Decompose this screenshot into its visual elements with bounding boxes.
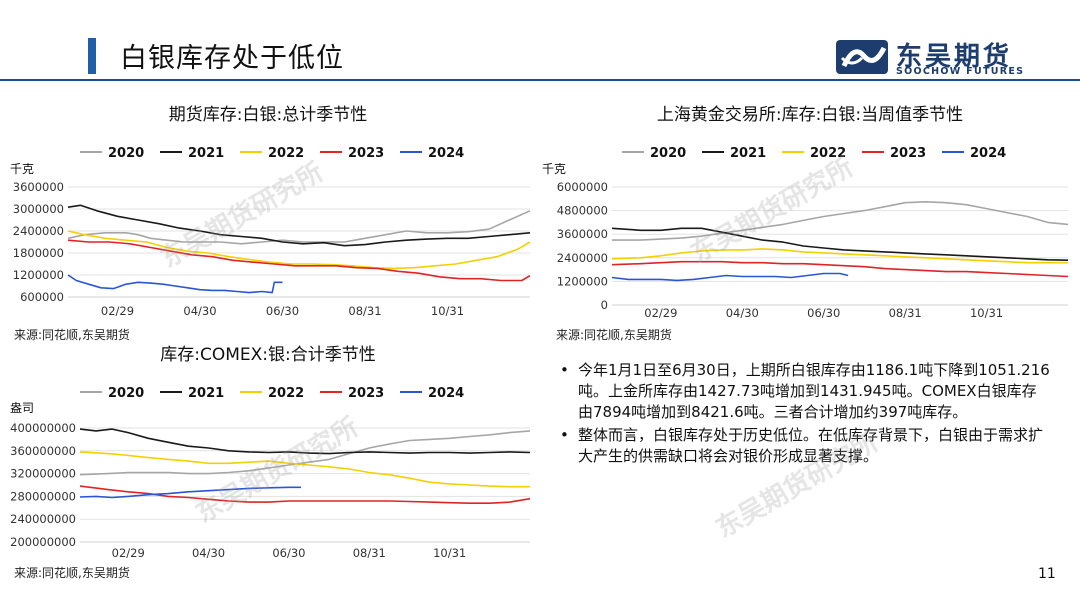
series-line-2021 xyxy=(67,204,531,247)
chart-comex: 库存:COMEX:银:合计季节性 2020 2021 2022 2023 2024 盎司 40… xyxy=(10,345,531,560)
legend-label: 2021 xyxy=(188,386,224,401)
chart-source: 来源:同花顺,东吴期货 xyxy=(556,328,672,342)
legend-label: 2020 xyxy=(650,146,686,161)
chart-source: 来源:同花顺,东吴期货 xyxy=(14,566,130,580)
x-tick-label: 10/31 xyxy=(970,306,1003,320)
y-tick-label: 1800000 xyxy=(13,246,64,260)
series-line-2023 xyxy=(67,239,531,282)
bullet-item: 今年1月1日至6月30日，上期所白银库存由1186.1吨下降到1051.216吨… xyxy=(560,360,1050,423)
legend-label: 2021 xyxy=(188,146,224,161)
y-axis-unit: 千克 xyxy=(10,162,34,176)
x-tick-label: 02/29 xyxy=(101,304,134,318)
company-logo xyxy=(836,40,888,74)
series-line-2022 xyxy=(67,230,531,270)
page-title: 白银库存处于低位 xyxy=(120,43,344,74)
title-accent-bar xyxy=(88,38,96,74)
legend-label: 2022 xyxy=(810,146,846,161)
y-tick-label: 2400000 xyxy=(13,224,64,238)
y-tick-label: 3600000 xyxy=(13,180,64,194)
summary-bullets: 今年1月1日至6月30日，上期所白银库存由1186.1吨下降到1051.216吨… xyxy=(560,360,1050,469)
x-tick-label: 10/31 xyxy=(431,304,464,318)
logo-text-cn: 东吴期货 xyxy=(896,42,1013,72)
legend-label: 2023 xyxy=(348,386,384,401)
legend-label: 2020 xyxy=(108,146,144,161)
series-line-2024 xyxy=(67,274,283,294)
chart-source: 来源:同花顺,东吴期货 xyxy=(14,328,130,342)
x-tick-label: 06/30 xyxy=(807,306,840,320)
series-line-2020 xyxy=(79,430,531,476)
legend-label: 2023 xyxy=(890,146,926,161)
series-line-2022 xyxy=(79,451,530,488)
series-line-2024 xyxy=(79,486,301,499)
series-line-2024 xyxy=(611,272,849,282)
y-tick-label: 240000000 xyxy=(10,512,76,526)
chart-futures-total: 期货库存:白银:总计季节性 2020 2021 2022 2023 2024 千克 36000… xyxy=(10,105,531,318)
chart-sge: 上海黄金交易所:库存:白银:当周值季节性 2020 2021 2022 2023 2024… xyxy=(542,105,1069,320)
chart-title: 上海黄金交易所:库存:白银:当周值季节性 xyxy=(657,105,963,125)
series-line-2020 xyxy=(612,201,1069,241)
y-tick-label: 280000000 xyxy=(10,489,76,503)
x-tick-label: 06/30 xyxy=(272,546,305,560)
chart-title: 期货库存:白银:总计季节性 xyxy=(169,105,367,125)
y-tick-label: 3600000 xyxy=(557,227,608,241)
x-tick-label: 02/29 xyxy=(644,306,677,320)
y-axis-unit: 千克 xyxy=(542,162,566,176)
x-tick-label: 04/30 xyxy=(192,546,225,560)
series-line-2022 xyxy=(611,248,1068,264)
x-tick-label: 04/30 xyxy=(726,306,759,320)
y-tick-label: 1200000 xyxy=(13,268,64,282)
legend-label: 2024 xyxy=(428,146,464,161)
y-axis-unit: 盎司 xyxy=(10,401,34,415)
y-tick-label: 6000000 xyxy=(557,180,608,194)
x-tick-label: 08/31 xyxy=(353,546,386,560)
y-tick-label: 0 xyxy=(601,298,608,312)
y-tick-label: 3000000 xyxy=(13,202,64,216)
series-line-2023 xyxy=(611,260,1069,278)
x-tick-label: 08/31 xyxy=(348,304,381,318)
legend-label: 2021 xyxy=(730,146,766,161)
legend-label: 2023 xyxy=(348,146,384,161)
x-tick-label: 10/31 xyxy=(433,546,466,560)
y-tick-label: 360000000 xyxy=(10,444,76,458)
legend-label: 2022 xyxy=(268,146,304,161)
header-rule xyxy=(0,79,1080,81)
x-tick-label: 02/29 xyxy=(112,546,145,560)
legend-label: 2022 xyxy=(268,386,304,401)
y-tick-label: 200000000 xyxy=(10,535,76,549)
chart-title: 库存:COMEX:银:合计季节性 xyxy=(160,345,376,365)
page-number: 11 xyxy=(1038,566,1056,582)
y-tick-label: 2400000 xyxy=(557,251,608,265)
x-tick-label: 04/30 xyxy=(183,304,216,318)
y-tick-label: 600000 xyxy=(20,290,64,304)
series-line-2023 xyxy=(79,485,531,504)
legend-label: 2024 xyxy=(428,386,464,401)
legend-label: 2024 xyxy=(970,146,1006,161)
x-tick-label: 08/31 xyxy=(889,306,922,320)
x-tick-label: 06/30 xyxy=(266,304,299,318)
series-line-2020 xyxy=(67,210,531,245)
logo-text-en: SOOCHOW FUTURES xyxy=(896,66,1025,77)
series-line-2021 xyxy=(611,227,1069,261)
series-line-2021 xyxy=(79,428,531,455)
y-tick-label: 320000000 xyxy=(10,467,76,481)
y-tick-label: 4800000 xyxy=(557,204,608,218)
y-tick-label: 400000000 xyxy=(10,421,76,435)
legend-label: 2020 xyxy=(108,386,144,401)
bullet-item: 整体而言，白银库存处于历史低位。在低库存背景下，白银由于需求扩大产生的供需缺口将… xyxy=(560,425,1050,467)
y-tick-label: 1200000 xyxy=(557,274,608,288)
